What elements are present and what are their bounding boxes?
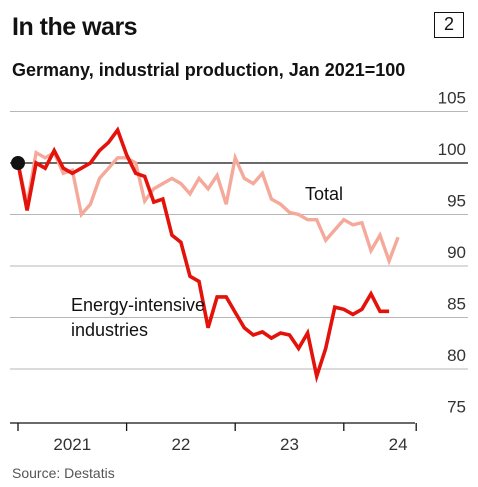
x-tick-label: 2021 [53,435,91,454]
series-line-total [16,150,400,266]
series-line-energy-intensive [16,126,390,384]
y-tick-label: 105 [438,89,466,108]
x-tick-label: 22 [171,435,190,454]
x-tick-label: 23 [280,435,299,454]
chart-title: In the wars [12,13,138,41]
series-label: Total [305,184,343,204]
series-labels: Total Energy-intensive industries [71,184,343,340]
y-tick-label: 80 [447,346,466,365]
series-label: industries [71,320,148,340]
y-tick-label: 85 [447,295,466,314]
baseline-start-dot [11,156,25,170]
x-tick-label: 24 [389,435,408,454]
series-lines [11,126,400,384]
y-tick-label: 95 [447,192,466,211]
chart-subtitle: Germany, industrial production, Jan 2021… [12,60,406,80]
y-tick-label: 90 [447,243,466,262]
series-label: Energy-intensive [71,295,205,315]
x-axis: 2021 22 23 24 [10,422,417,454]
source-note: Source: Destatis [12,465,115,481]
y-tick-label: 75 [447,398,466,417]
y-tick-label: 100 [438,140,466,159]
chart-number-badge: 2 [434,12,464,38]
y-axis-ticks: 75 80 85 90 95 100 105 [438,89,466,417]
